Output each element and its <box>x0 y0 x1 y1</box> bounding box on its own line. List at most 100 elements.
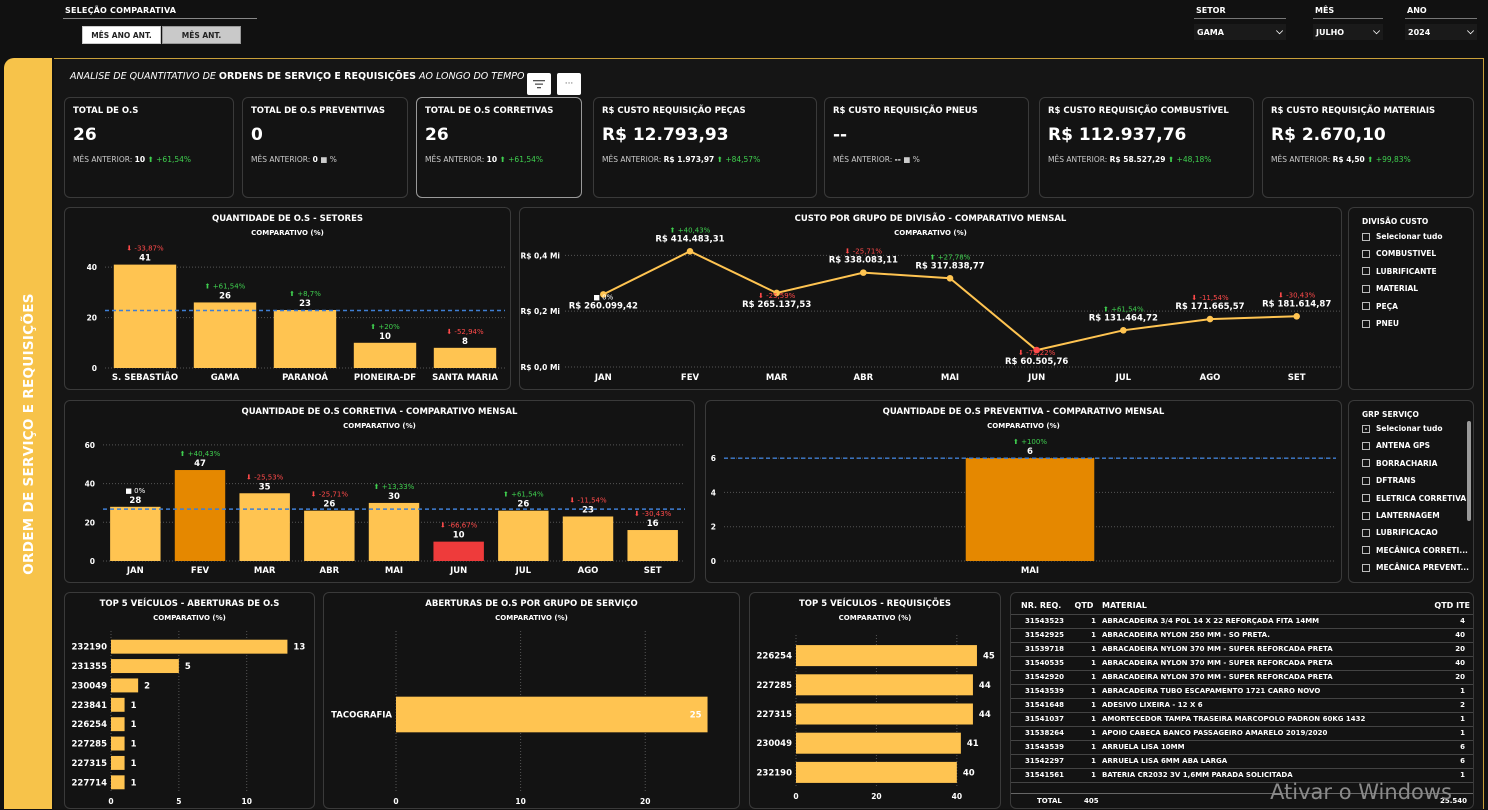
bar[interactable] <box>193 302 257 368</box>
column-header[interactable]: MATERIAL <box>1099 598 1423 615</box>
slicer-item[interactable]: LUBRIFICANTE <box>1362 267 1437 276</box>
data-point[interactable] <box>1033 346 1040 354</box>
checkbox[interactable] <box>1362 302 1370 311</box>
bar[interactable] <box>796 645 977 667</box>
checkbox[interactable] <box>1362 511 1370 520</box>
data-point[interactable] <box>600 291 607 298</box>
bar[interactable] <box>353 342 417 368</box>
bar[interactable] <box>111 678 139 693</box>
column-header[interactable]: NR. REQ. <box>1011 598 1069 615</box>
bar[interactable] <box>110 506 161 561</box>
slicer-item[interactable]: Selecionar tudo <box>1362 424 1442 433</box>
bar[interactable] <box>965 458 1095 561</box>
table-row[interactable]: 31540535 1 ABRACADEIRA NYLON 370 MM - SUPE… <box>1011 656 1473 671</box>
bar[interactable] <box>498 510 549 561</box>
table-row[interactable]: 31543523 1 ABRACADEIRA 3/4 POL 14 X 22 REF… <box>1011 614 1473 629</box>
data-point[interactable] <box>1120 326 1127 334</box>
kpi-card[interactable]: R$ CUSTO REQUISIÇÃO PNEUS -- MÊS ANTERIO… <box>824 97 1029 198</box>
slicer-item[interactable]: MATERIAL <box>1362 284 1418 293</box>
checkbox[interactable] <box>1362 528 1370 537</box>
slicer-item[interactable]: MECÂNICA PREVENT... <box>1362 563 1469 572</box>
bar[interactable] <box>562 516 614 561</box>
checkbox[interactable] <box>1362 563 1370 572</box>
ano-dropdown[interactable]: 2024 ⌵ <box>1405 24 1477 40</box>
bar[interactable] <box>433 541 484 561</box>
slicer-item[interactable]: Selecionar tudo <box>1362 232 1442 241</box>
data-point[interactable] <box>686 247 694 255</box>
data-point[interactable] <box>773 289 780 297</box>
slicer-item[interactable]: ANTENA GPS <box>1362 441 1430 450</box>
table-row[interactable]: 31541561 1 BATERIA CR2032 3V 1,6MM PARADA … <box>1011 768 1473 783</box>
checkbox[interactable] <box>1362 424 1370 433</box>
bar[interactable] <box>111 697 125 712</box>
bar[interactable] <box>396 696 708 733</box>
slicer-item[interactable]: ELETRICA CORRETIVA <box>1362 494 1466 503</box>
bar[interactable] <box>239 493 290 561</box>
bar[interactable] <box>111 717 125 732</box>
bar[interactable] <box>111 755 125 770</box>
column-header[interactable]: QTD <box>1069 598 1099 615</box>
category-label: PIONEIRA-DF <box>354 373 416 383</box>
bar[interactable] <box>627 530 678 561</box>
column-header[interactable]: QTD ITE <box>1422 598 1473 615</box>
checkbox[interactable] <box>1362 249 1370 258</box>
bar[interactable] <box>111 775 125 790</box>
checkbox[interactable] <box>1362 459 1370 468</box>
checkbox[interactable] <box>1362 441 1370 450</box>
bar[interactable] <box>796 674 973 696</box>
slicer-item[interactable]: PNEU <box>1362 319 1399 328</box>
slicer-item[interactable]: LUBRIFICACAO <box>1362 528 1438 537</box>
bar[interactable] <box>796 761 957 783</box>
checkbox[interactable] <box>1362 319 1370 328</box>
filter-icon[interactable] <box>527 73 551 95</box>
bar[interactable] <box>304 510 355 561</box>
table-row[interactable]: 31539718 1 ABRACADEIRA NYLON 370 MM - SUPE… <box>1011 642 1473 657</box>
bar[interactable] <box>368 502 420 561</box>
slicer-item[interactable]: COMBUSTIVEL <box>1362 249 1436 258</box>
checkbox[interactable] <box>1362 284 1370 293</box>
scrollbar[interactable] <box>1467 421 1471 521</box>
table-row[interactable]: 31542920 1 ABRACADEIRA NYLON 370 MM - SUPE… <box>1011 670 1473 685</box>
table-row[interactable]: 31538264 1 APOIO CABECA BANCO PASSAGEIRO A… <box>1011 726 1473 741</box>
table-row[interactable]: 31542297 1 ARRUELA LISA 6MM ABA LARGA 6 <box>1011 754 1473 769</box>
kpi-card[interactable]: R$ CUSTO REQUISIÇÃO PEÇAS R$ 12.793,93 M… <box>593 97 817 198</box>
more-options-icon[interactable]: ··· <box>557 73 581 95</box>
bar[interactable] <box>796 703 973 725</box>
data-point[interactable] <box>1206 315 1214 323</box>
kpi-card[interactable]: TOTAL DE O.S CORRETIVAS 26 MÊS ANTERIOR:… <box>416 97 582 198</box>
setor-dropdown[interactable]: GAMA ⌵ <box>1194 24 1286 40</box>
table-row[interactable]: 31543539 1 ABRACADEIRA TUBO ESCAPAMENTO 17… <box>1011 684 1473 699</box>
month-year-prev-button[interactable]: MÊS ANO ANT. <box>82 26 161 44</box>
checkbox[interactable] <box>1362 232 1370 241</box>
kpi-card[interactable]: R$ CUSTO REQUISIÇÃO MATERIAIS R$ 2.670,1… <box>1262 97 1474 198</box>
data-point[interactable] <box>1293 312 1300 320</box>
slicer-item[interactable]: DFTRANS <box>1362 476 1416 485</box>
kpi-card[interactable]: TOTAL DE O.S 26 MÊS ANTERIOR: 10 ⬆ +61,5… <box>64 97 234 198</box>
bar[interactable] <box>111 659 179 674</box>
slicer-item[interactable]: MECÂNICA CORRETI... <box>1362 546 1468 555</box>
checkbox[interactable] <box>1362 546 1370 555</box>
slicer-item[interactable]: BORRACHARIA <box>1362 459 1437 468</box>
bar[interactable] <box>111 736 125 751</box>
data-point[interactable] <box>946 274 954 282</box>
bar[interactable] <box>113 264 177 368</box>
table-row[interactable]: 31543539 1 ARRUELA LISA 10MM 6 <box>1011 740 1473 755</box>
bar[interactable] <box>433 347 497 368</box>
slicer-item[interactable]: PEÇA <box>1362 302 1398 311</box>
data-point[interactable] <box>860 269 867 276</box>
kpi-card[interactable]: R$ CUSTO REQUISIÇÃO COMBUSTÍVEL R$ 112.9… <box>1039 97 1254 198</box>
bar[interactable] <box>796 732 961 754</box>
checkbox[interactable] <box>1362 267 1370 276</box>
bar[interactable] <box>174 470 226 561</box>
mes-dropdown[interactable]: JULHO ⌵ <box>1313 24 1383 40</box>
table-row[interactable]: 31541037 1 AMORTECEDOR TAMPA TRASEIRA MARC… <box>1011 712 1473 727</box>
month-prev-button[interactable]: MÊS ANT. <box>162 26 241 44</box>
kpi-card[interactable]: TOTAL DE O.S PREVENTIVAS 0 MÊS ANTERIOR:… <box>242 97 408 198</box>
table-row[interactable]: 31542925 1 ABRACADEIRA NYLON 250 MM - SO P… <box>1011 628 1473 643</box>
bar[interactable] <box>273 310 337 368</box>
checkbox[interactable] <box>1362 476 1370 485</box>
slicer-item[interactable]: LANTERNAGEM <box>1362 511 1440 520</box>
bar[interactable] <box>111 639 288 654</box>
checkbox[interactable] <box>1362 494 1370 503</box>
